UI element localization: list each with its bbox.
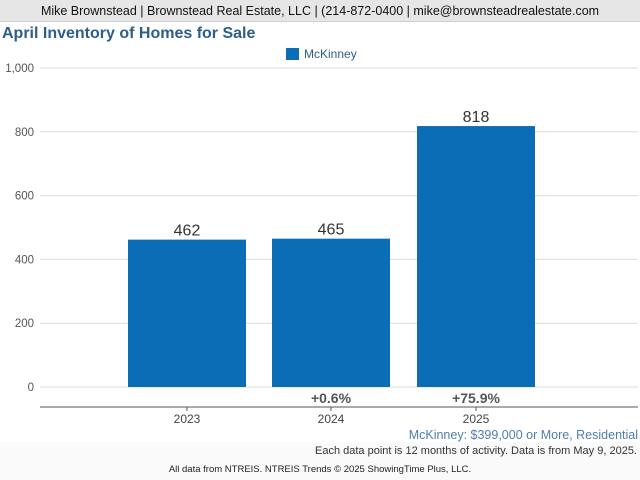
chart-title: April Inventory of Homes for Sale xyxy=(2,25,256,42)
data-note: Each data point is 12 months of activity… xyxy=(314,445,637,457)
legend-swatch-mckinney xyxy=(286,48,299,60)
bar xyxy=(272,238,390,387)
data-label: 465 xyxy=(318,222,345,239)
y-tick-label: 0 xyxy=(28,382,34,394)
data-source: All data from NTREIS. NTREIS Trends © 20… xyxy=(168,464,472,475)
legend-label-mckinney: McKinney xyxy=(304,47,357,61)
y-tick-label: 1,000 xyxy=(5,63,34,75)
data-label: 462 xyxy=(174,223,201,240)
y-tick-label: 400 xyxy=(15,254,34,266)
data-label: 818 xyxy=(463,109,490,126)
x-tick-label: 2023 xyxy=(174,412,201,426)
legend: McKinney xyxy=(286,46,357,62)
y-tick-label: 600 xyxy=(15,191,34,203)
x-tick-label: 2025 xyxy=(463,412,490,426)
change-label: +0.6% xyxy=(311,390,352,406)
bar xyxy=(128,239,246,387)
contact-header: Mike Brownstead | Brownstead Real Estate… xyxy=(0,0,640,22)
footer-band xyxy=(0,442,640,480)
x-tick-label: 2024 xyxy=(318,412,345,426)
chart-subtitle: McKinney: $399,000 or More, Residential xyxy=(408,428,638,442)
bar xyxy=(417,126,535,388)
y-tick-label: 800 xyxy=(15,127,34,139)
change-label: +75.9% xyxy=(452,390,500,406)
y-tick-label: 200 xyxy=(15,318,34,330)
